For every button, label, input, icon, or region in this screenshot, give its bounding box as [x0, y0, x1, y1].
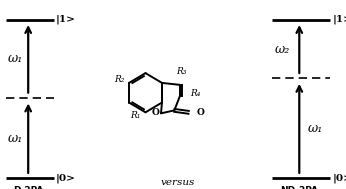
Text: ω₁: ω₁ — [307, 122, 322, 135]
Text: |0>: |0> — [56, 174, 76, 183]
Text: O: O — [196, 108, 204, 117]
Text: |1>: |1> — [56, 15, 76, 24]
Text: ω₂: ω₂ — [275, 43, 290, 56]
Text: R₂: R₂ — [114, 75, 124, 84]
Text: R₄: R₄ — [190, 89, 201, 98]
Text: R₁: R₁ — [130, 111, 141, 120]
Text: ω₁: ω₁ — [7, 52, 23, 65]
Text: ND-2PA: ND-2PA — [280, 186, 318, 189]
Text: R₃: R₃ — [176, 67, 186, 76]
Text: ω₁: ω₁ — [7, 132, 23, 145]
Text: |0>: |0> — [333, 174, 346, 183]
Text: D-2PA: D-2PA — [13, 186, 43, 189]
Text: versus: versus — [161, 178, 195, 187]
Text: |1>: |1> — [333, 15, 346, 24]
Text: O: O — [152, 108, 160, 117]
